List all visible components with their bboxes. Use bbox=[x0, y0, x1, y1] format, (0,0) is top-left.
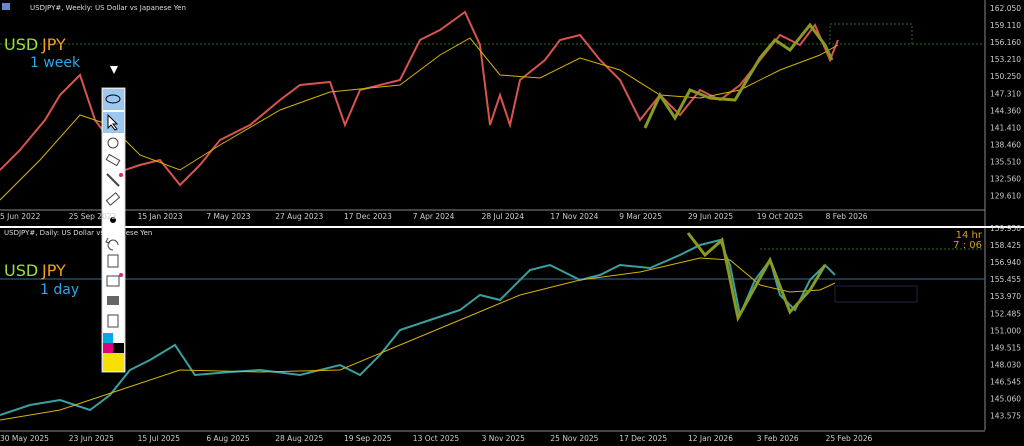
date-label: 15 Jul 2025 bbox=[138, 434, 181, 443]
bar-timer-hours: 14 hr bbox=[956, 230, 983, 241]
date-label: 12 Jan 2026 bbox=[688, 434, 733, 443]
date-label: 19 Sep 2025 bbox=[344, 434, 392, 443]
date-label: 25 Feb 2026 bbox=[826, 434, 873, 443]
eye-icon bbox=[105, 94, 121, 104]
date-label: 3 Nov 2025 bbox=[482, 434, 525, 443]
ruler-tool[interactable] bbox=[105, 192, 121, 206]
date-label: 9 Mar 2025 bbox=[619, 212, 662, 221]
clipboard-tool[interactable] bbox=[107, 314, 119, 328]
eye-button[interactable] bbox=[103, 89, 124, 110]
price-label: 158.425 bbox=[990, 241, 1021, 250]
date-label: 28 Jul 2024 bbox=[482, 212, 525, 221]
price-label: 135.510 bbox=[990, 157, 1021, 166]
date-label: 3 Feb 2026 bbox=[757, 434, 799, 443]
pen-tool[interactable] bbox=[106, 173, 120, 187]
date-label: 5 Jun 2022 bbox=[0, 212, 41, 221]
quote-currency: JPY bbox=[41, 261, 66, 280]
color-magenta[interactable] bbox=[103, 343, 113, 353]
price-label: 138.460 bbox=[990, 140, 1021, 149]
date-label: 25 Sep 2022 bbox=[69, 212, 117, 221]
range-box bbox=[834, 285, 918, 303]
date-label: 27 Aug 2023 bbox=[275, 212, 323, 221]
axis-labels: 162.050 159.110 156.160 153.210 150.250 147.3… bbox=[0, 4, 1021, 443]
color-cyan[interactable] bbox=[103, 333, 113, 343]
date-label: 13 Oct 2025 bbox=[413, 434, 460, 443]
price-label: 149.515 bbox=[990, 343, 1021, 352]
trend-zigzag bbox=[643, 22, 834, 129]
timeframe-label: 1 day bbox=[40, 282, 79, 298]
price-label: 153.970 bbox=[990, 292, 1021, 301]
moving-average bbox=[0, 257, 836, 421]
price-label: 156.160 bbox=[990, 38, 1021, 47]
delete-tool[interactable] bbox=[107, 254, 119, 268]
date-label: 8 Feb 2026 bbox=[826, 212, 868, 221]
base-currency: USD bbox=[4, 261, 38, 280]
pen-icon bbox=[110, 66, 118, 74]
price-path bbox=[0, 10, 839, 187]
date-label: 6 Aug 2025 bbox=[206, 434, 249, 443]
price-label: 156.940 bbox=[990, 258, 1021, 267]
date-label: 28 Aug 2025 bbox=[275, 434, 323, 443]
screenshot-tool[interactable] bbox=[107, 296, 119, 305]
date-label: 7 Apr 2024 bbox=[413, 212, 455, 221]
price-label: 151.000 bbox=[990, 326, 1021, 335]
cursor-icon bbox=[107, 113, 119, 131]
base-currency: USD bbox=[4, 35, 38, 54]
date-label: 25 Nov 2025 bbox=[550, 434, 598, 443]
price-label: 146.545 bbox=[990, 377, 1021, 386]
color-black[interactable] bbox=[113, 343, 124, 353]
color-dot bbox=[119, 273, 123, 277]
price-label: 132.560 bbox=[990, 175, 1021, 184]
color-white[interactable] bbox=[113, 333, 124, 343]
price-label: 147.310 bbox=[990, 89, 1021, 98]
chart-header: USDJPY#, Weekly: US Dollar vs Japanese Y… bbox=[30, 4, 186, 12]
bar-timer-minutes: 7 : 06 bbox=[953, 240, 982, 251]
price-label: 145.060 bbox=[990, 395, 1021, 404]
template-tool[interactable] bbox=[106, 275, 120, 287]
hide-tool[interactable] bbox=[107, 137, 119, 149]
date-label: 15 Jan 2023 bbox=[138, 212, 183, 221]
undo-tool[interactable] bbox=[105, 237, 119, 251]
date-label: 17 Dec 2023 bbox=[344, 212, 392, 221]
price-label: 159.950 bbox=[990, 224, 1021, 233]
timeframe-label: 1 week bbox=[30, 55, 81, 71]
price-label: 150.250 bbox=[990, 72, 1021, 81]
price-label: 148.030 bbox=[990, 360, 1021, 369]
price-label: 141.410 bbox=[990, 123, 1021, 132]
price-label: 152.485 bbox=[990, 309, 1021, 318]
date-label: 7 May 2023 bbox=[206, 212, 250, 221]
color-yellow[interactable] bbox=[103, 353, 124, 371]
date-label: 23 Jun 2025 bbox=[69, 434, 114, 443]
date-label: 29 Jun 2025 bbox=[688, 212, 733, 221]
price-label: 155.455 bbox=[990, 275, 1021, 284]
quote-currency: JPY bbox=[41, 35, 66, 54]
price-label: 162.050 bbox=[990, 4, 1021, 13]
date-label: 17 Dec 2025 bbox=[619, 434, 667, 443]
chart-header: USDJPY#, Daily: US Dollar vs Japanese Ye… bbox=[4, 229, 152, 237]
price-label: 144.360 bbox=[990, 106, 1021, 115]
drawing-toolbar bbox=[101, 66, 126, 373]
date-label: 19 Oct 2025 bbox=[757, 212, 804, 221]
color-dot bbox=[119, 173, 123, 177]
eraser-tool[interactable] bbox=[105, 153, 121, 167]
range-box bbox=[829, 23, 913, 45]
price-label: 143.575 bbox=[990, 412, 1021, 421]
price-label: 159.110 bbox=[990, 21, 1021, 30]
price-path bbox=[0, 238, 836, 416]
dot-tool[interactable] bbox=[110, 217, 116, 223]
date-label: 17 Nov 2024 bbox=[550, 212, 598, 221]
trend-zigzag bbox=[686, 232, 827, 323]
price-label: 129.610 bbox=[990, 192, 1021, 201]
flag-icon bbox=[2, 3, 10, 10]
date-label: 30 May 2025 bbox=[0, 434, 49, 443]
price-label: 153.210 bbox=[990, 55, 1021, 64]
